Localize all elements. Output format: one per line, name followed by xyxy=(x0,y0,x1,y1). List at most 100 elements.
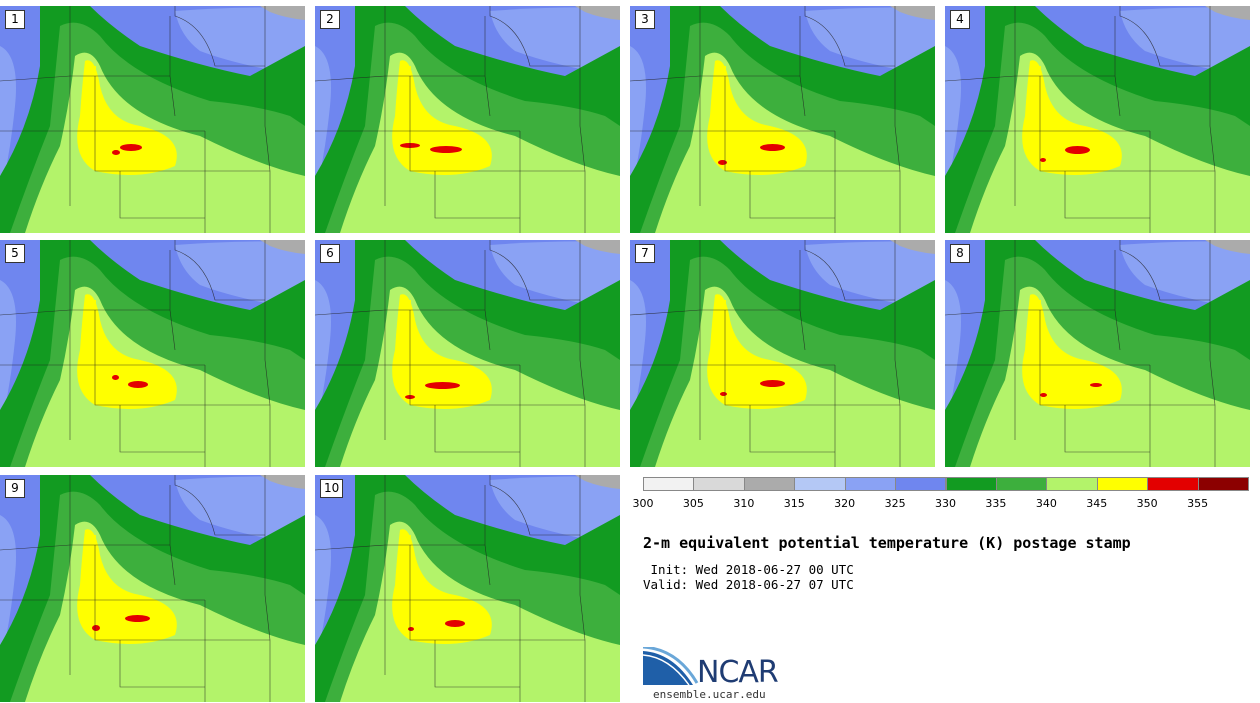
member-number-label: 7 xyxy=(635,244,655,263)
hot-spot-350K xyxy=(92,625,100,631)
colorbar-tick-label: 345 xyxy=(1086,497,1108,510)
figure-title: 2-m equivalent potential temperature (K)… xyxy=(643,534,1131,552)
postage-stamp-panel: 3 xyxy=(630,6,935,233)
state-boundary xyxy=(315,309,485,316)
theta-e-field-map xyxy=(315,475,620,702)
yellow-streak xyxy=(90,535,96,575)
state-boundary xyxy=(169,250,176,351)
theta-e-field-map xyxy=(945,6,1250,233)
state-boundary xyxy=(169,485,176,586)
member-number-label: 5 xyxy=(5,244,25,263)
state-boundary xyxy=(119,171,205,219)
colorbar-segment xyxy=(1096,477,1149,491)
coldest-region xyxy=(575,6,620,20)
colorbar-segment xyxy=(743,477,796,491)
band-345K xyxy=(1022,60,1122,175)
cool-region xyxy=(175,241,305,310)
coldest-region xyxy=(1205,240,1250,254)
west-cool-region xyxy=(0,280,16,430)
yellow-streak xyxy=(1035,66,1041,106)
west-cool-region xyxy=(0,46,16,196)
logo-url: ensemble.ucar.edu xyxy=(653,688,766,701)
yellow-streak xyxy=(90,300,96,340)
band-345K xyxy=(1022,294,1122,409)
state-boundary xyxy=(579,475,586,641)
coldest-region xyxy=(260,475,305,489)
colorbar-tick-label: 305 xyxy=(682,497,704,510)
state-boundary xyxy=(0,75,170,82)
postage-stamp-panel: 1 xyxy=(0,6,305,233)
state-boundary xyxy=(1064,405,1150,453)
cool-region xyxy=(1120,7,1250,76)
hot-spot-350K xyxy=(720,392,727,396)
state-boundary xyxy=(894,6,901,172)
state-boundary xyxy=(484,16,491,117)
colorbar-segment xyxy=(995,477,1048,491)
colorbar-tick-label: 335 xyxy=(985,497,1007,510)
cool-region xyxy=(490,7,620,76)
colorbar-segment xyxy=(1046,477,1098,491)
state-boundary xyxy=(409,76,435,172)
hot-spot-350K xyxy=(760,380,785,387)
state-boundary xyxy=(169,16,176,117)
colorbar-tick-label: 340 xyxy=(1035,497,1057,510)
state-boundary xyxy=(174,475,265,536)
cool-region xyxy=(490,241,620,310)
colorbar-segment xyxy=(945,477,997,491)
member-number-label: 4 xyxy=(950,10,970,29)
state-boundary xyxy=(1114,16,1121,117)
state-boundary xyxy=(489,475,580,536)
colorbar-tick-label: 315 xyxy=(783,497,805,510)
postage-stamp-panel: 4 xyxy=(945,6,1250,233)
theta-e-field-map xyxy=(0,6,305,233)
yellow-streak xyxy=(90,66,96,106)
state-boundary xyxy=(1119,6,1210,67)
hot-spot-350K xyxy=(112,150,120,155)
yellow-streak xyxy=(1035,300,1041,340)
state-boundary xyxy=(1114,250,1121,351)
state-boundary xyxy=(0,309,170,316)
state-boundary xyxy=(724,310,750,406)
cool-region xyxy=(1120,241,1250,310)
postage-stamp-panel: 10 xyxy=(315,475,620,702)
west-cool-region xyxy=(630,280,646,430)
ncar-logo-icon xyxy=(643,647,699,686)
hot-spot-350K xyxy=(445,620,465,627)
band-345K xyxy=(707,294,807,409)
state-boundary xyxy=(174,6,265,67)
state-boundary xyxy=(94,76,120,172)
west-cool-region xyxy=(315,46,331,196)
colorbar xyxy=(643,477,1249,493)
postage-stamp-panel: 9 xyxy=(0,475,305,702)
member-number-label: 6 xyxy=(320,244,340,263)
valid-time: Valid: Wed 2018-06-27 07 UTC xyxy=(643,577,854,592)
hot-spot-350K xyxy=(128,381,148,388)
colorbar-segment xyxy=(1147,477,1199,491)
hot-spot-350K xyxy=(120,144,142,151)
postage-stamp-panel: 6 xyxy=(315,240,620,467)
state-boundary xyxy=(484,485,491,586)
hot-spot-350K xyxy=(430,146,462,153)
coldest-region xyxy=(575,475,620,489)
coldest-region xyxy=(260,240,305,254)
colorbar-tick-label: 300 xyxy=(632,497,654,510)
state-boundary xyxy=(579,6,586,172)
west-cool-region xyxy=(315,515,331,665)
band-345K xyxy=(77,294,177,409)
colorbar-segment xyxy=(693,477,745,491)
state-boundary xyxy=(489,6,580,67)
hot-spot-350K xyxy=(408,627,414,631)
state-boundary xyxy=(799,16,806,117)
hot-spot-350K xyxy=(718,160,727,165)
member-number-label: 10 xyxy=(320,479,344,498)
yellow-streak xyxy=(405,300,411,340)
colorbar-tick-label: 310 xyxy=(733,497,755,510)
coldest-region xyxy=(1205,6,1250,20)
west-cool-region xyxy=(630,46,646,196)
yellow-streak xyxy=(405,535,411,575)
band-345K xyxy=(392,294,492,409)
yellow-streak xyxy=(405,66,411,106)
theta-e-field-map xyxy=(630,240,935,467)
member-number-label: 3 xyxy=(635,10,655,29)
cool-region xyxy=(175,7,305,76)
